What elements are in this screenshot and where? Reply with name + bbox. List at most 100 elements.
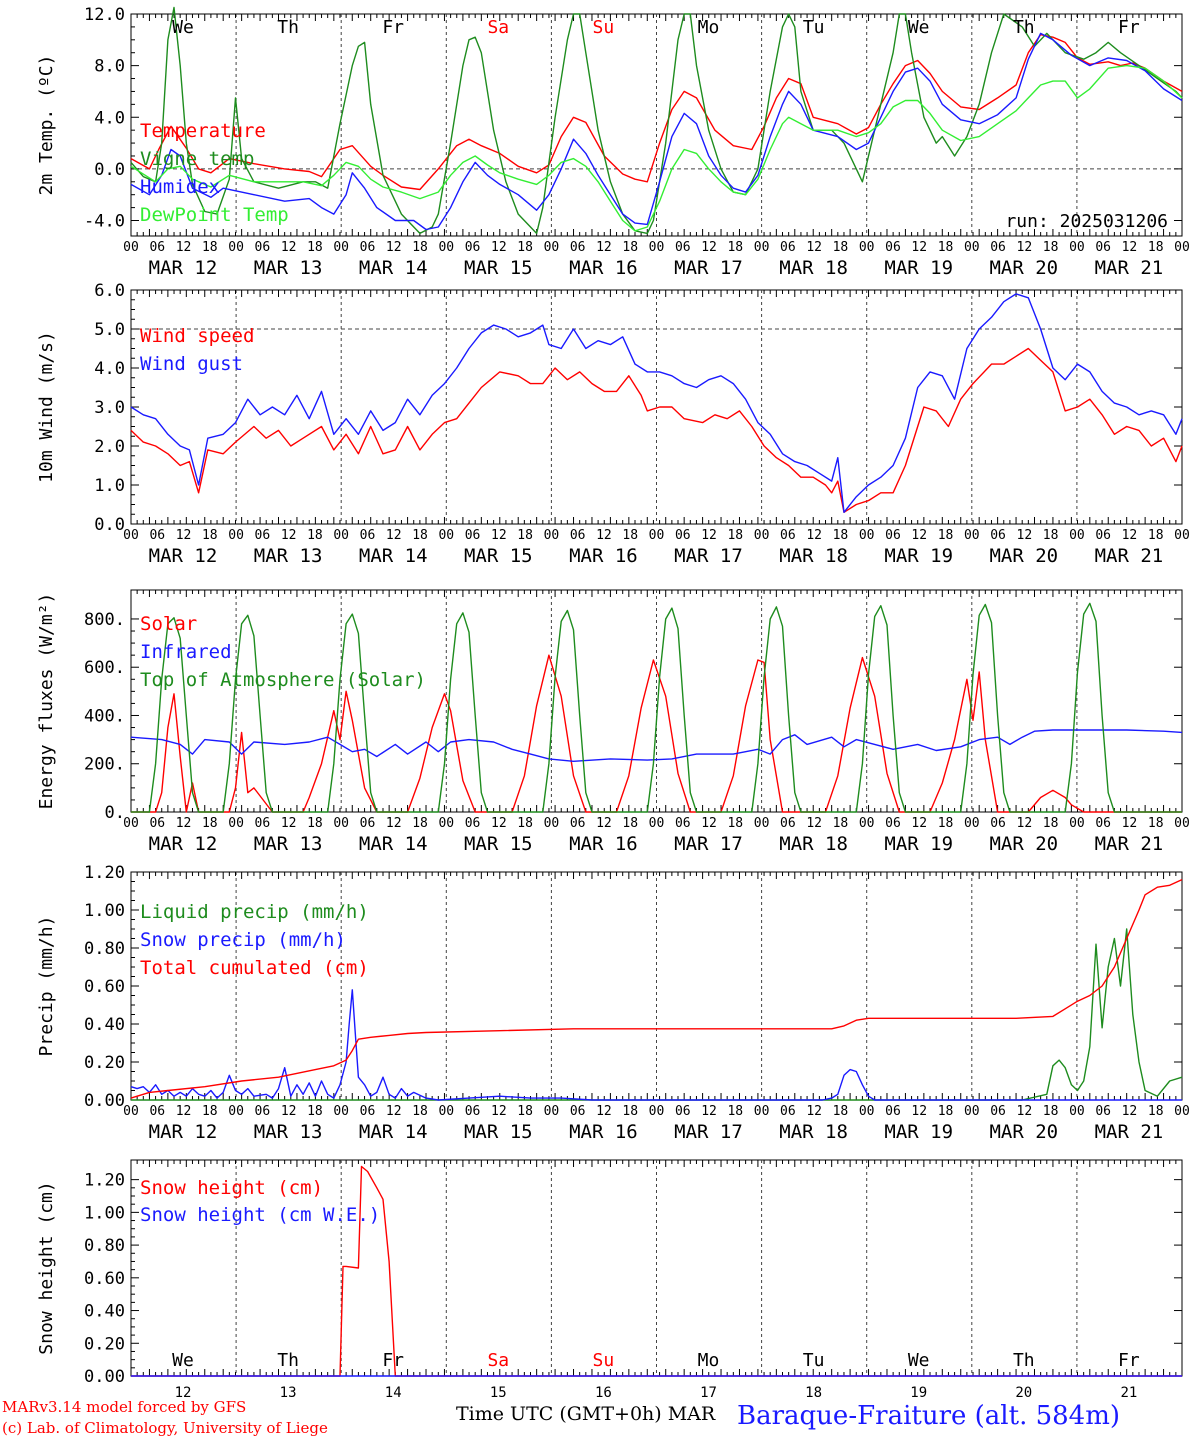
snowheight-y-tick-label: 0.60 [84, 1269, 125, 1289]
energy-y-tick-label: 0. [105, 803, 125, 823]
wind-y-tick-label: 3.0 [94, 398, 125, 418]
wind-hour-label: 18 [622, 528, 638, 543]
precip-hour-label: 18 [938, 1104, 954, 1119]
energy-hour-label: 12 [701, 816, 717, 831]
energy-hour-label: 12 [491, 816, 507, 831]
day-number-label: 16 [595, 1385, 612, 1401]
precip-hour-label: 18 [412, 1104, 428, 1119]
temperature-hour-label: 12 [386, 240, 402, 255]
wind-hour-label: 06 [885, 528, 901, 543]
temperature-y-axis-label: 2m Temp. (ºC) [36, 55, 57, 196]
day-of-week-label: Th [1013, 1350, 1035, 1371]
energy-hour-label: 00 [544, 816, 560, 831]
day-number-label: 17 [700, 1385, 717, 1401]
temperature-date-label: MAR 15 [464, 257, 533, 279]
wind-date-label: MAR 19 [884, 545, 953, 567]
wind-y-tick-label: 4.0 [94, 359, 125, 379]
precip-date-label: MAR 19 [884, 1121, 953, 1143]
temperature-hour-label: 06 [360, 240, 376, 255]
temperature-date-label: MAR 19 [884, 257, 953, 279]
energy-hour-label-end: 00 [1174, 816, 1190, 831]
precip-y-tick-label: 1.20 [84, 863, 125, 883]
precip-hour-label: 00 [333, 1104, 349, 1119]
precip-series-liquid-precip-mm-h [131, 928, 1183, 1101]
energy-hour-label: 00 [438, 816, 454, 831]
day-number-label: 18 [805, 1385, 822, 1401]
wind-date-label: MAR 15 [464, 545, 533, 567]
temperature-date-label: MAR 13 [254, 257, 323, 279]
energy-hour-label: 06 [570, 816, 586, 831]
wind-hour-label: 00 [859, 528, 875, 543]
wind-hour-label: 18 [1148, 528, 1164, 543]
wind-hour-label: 12 [596, 528, 612, 543]
snowheight-series-snow-height-cm [131, 1165, 1182, 1377]
precip-date-label: MAR 21 [1095, 1121, 1164, 1143]
day-of-week-label: Fr [1118, 17, 1140, 38]
precip-hour-label: 12 [806, 1104, 822, 1119]
temperature-y-tick-label: -4.0 [84, 212, 125, 232]
energy-hour-label: 18 [727, 816, 743, 831]
energy-y-tick-label: 800. [84, 610, 125, 630]
day-of-week-label: Tu [803, 1350, 825, 1371]
precip-hour-label: 18 [307, 1104, 323, 1119]
wind-hour-label: 00 [754, 528, 770, 543]
energy-date-label: MAR 18 [779, 833, 848, 855]
temperature-date-label: MAR 21 [1095, 257, 1164, 279]
snowheight-y-tick-label: 1.00 [84, 1203, 125, 1223]
precip-hour-label: 18 [727, 1104, 743, 1119]
day-of-week-label: We [908, 1350, 930, 1371]
wind-hour-label: 12 [491, 528, 507, 543]
temperature-hour-label: 00 [1069, 240, 1085, 255]
precip-date-label: MAR 12 [149, 1121, 218, 1143]
precip-y-tick-label: 0.60 [84, 977, 125, 997]
temperature-date-label: MAR 14 [359, 257, 428, 279]
energy-hour-label: 06 [990, 816, 1006, 831]
day-of-week-label: Th [277, 17, 299, 38]
wind-hour-label: 06 [780, 528, 796, 543]
wind-hour-label: 00 [649, 528, 665, 543]
precip-hour-label: 00 [649, 1104, 665, 1119]
wind-hour-label: 18 [938, 528, 954, 543]
temperature-hour-label: 18 [938, 240, 954, 255]
temperature-hour-label: 00 [544, 240, 560, 255]
energy-hour-label: 00 [964, 816, 980, 831]
energy-hour-label: 00 [859, 816, 875, 831]
precip-hour-label: 00 [228, 1104, 244, 1119]
precip-hour-label: 06 [570, 1104, 586, 1119]
day-of-week-label: We [172, 17, 194, 38]
energy-hour-label: 00 [123, 816, 139, 831]
energy-hour-label: 18 [1043, 816, 1059, 831]
wind-date-label: MAR 17 [674, 545, 743, 567]
wind-hour-label: 00 [438, 528, 454, 543]
wind-hour-label: 12 [281, 528, 297, 543]
energy-hour-label: 12 [806, 816, 822, 831]
energy-hour-label: 18 [517, 816, 533, 831]
temperature-hour-label: 18 [1043, 240, 1059, 255]
energy-hour-label: 12 [176, 816, 192, 831]
energy-hour-label: 06 [885, 816, 901, 831]
energy-hour-label: 18 [202, 816, 218, 831]
run-label: run: 2025031206 [1005, 211, 1168, 232]
energy-hour-label: 12 [596, 816, 612, 831]
snowheight-y-tick-label: 0.80 [84, 1236, 125, 1256]
precip-hour-label: 06 [780, 1104, 796, 1119]
energy-y-tick-label: 400. [84, 706, 125, 726]
precip-date-label: MAR 13 [254, 1121, 323, 1143]
precip-hour-label: 06 [360, 1104, 376, 1119]
energy-hour-label: 18 [412, 816, 428, 831]
precip-y-tick-label: 1.00 [84, 901, 125, 921]
precip-hour-label: 12 [701, 1104, 717, 1119]
temperature-hour-label: 00 [649, 240, 665, 255]
temperature-series-dewpoint-temp [130, 64, 1183, 232]
energy-hour-label: 00 [228, 816, 244, 831]
temperature-hour-label: 06 [465, 240, 481, 255]
precip-hour-label: 06 [465, 1104, 481, 1119]
temperature-hour-label: 06 [990, 240, 1006, 255]
wind-hour-label: 00 [964, 528, 980, 543]
wind-hour-label: 12 [1122, 528, 1138, 543]
day-number-label: 12 [175, 1385, 192, 1401]
wind-date-label: MAR 13 [254, 545, 323, 567]
precip-y-axis-label: Precip (mm/h) [36, 916, 57, 1057]
wind-hour-label: 00 [123, 528, 139, 543]
wind-hour-label: 12 [701, 528, 717, 543]
